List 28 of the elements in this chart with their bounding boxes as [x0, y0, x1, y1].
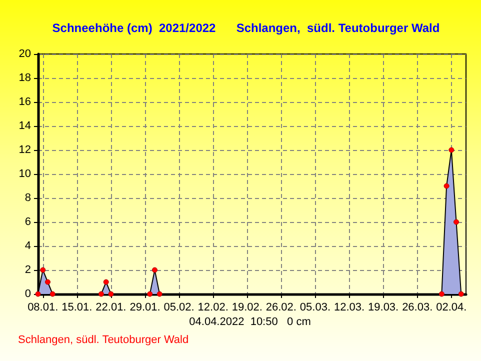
chart-subtitle: Schlangen, südl. Teutoburger Wald [236, 21, 440, 35]
y-tick-label: 14 [18, 120, 31, 132]
y-tick-label: 4 [24, 240, 31, 252]
y-tick-label: 6 [24, 216, 31, 228]
x-tick-label: 05.02. [164, 302, 194, 314]
y-tick-label: 18 [18, 72, 31, 84]
x-tick-label: 19.02. [232, 302, 262, 314]
y-tick-label: 12 [18, 144, 31, 156]
x-tick-label: 22.01. [96, 302, 126, 314]
y-tick-label: 0 [24, 288, 31, 300]
y-tick-label: 8 [24, 192, 31, 204]
x-tick-label: 12.02. [198, 302, 228, 314]
x-tick-label: 19.03. [368, 302, 399, 314]
text: 04.04.2022 10:50 0 cm [189, 316, 311, 328]
text: Schlangen, südl. Teutoburger Wald [18, 334, 189, 346]
x-tick-label: 12.03. [334, 302, 365, 314]
y-tick-label: 20 [18, 48, 31, 60]
x-tick-label: 26.02. [266, 302, 296, 314]
x-tick-label: 05.03. [300, 302, 331, 314]
chart-title: Schneehöhe (cm) 2021/2022 [52, 21, 216, 35]
y-tick-label: 10 [18, 168, 31, 180]
x-tick-label: 29.01. [130, 302, 160, 314]
y-tick-label: 2 [24, 264, 31, 276]
x-tick-label: 26.03. [402, 302, 433, 314]
x-tick-label: 15.01. [62, 302, 92, 314]
x-tick-label: 02.04. [436, 302, 467, 314]
y-tick-label: 16 [18, 96, 31, 108]
x-tick-label: 08.01. [28, 302, 58, 314]
